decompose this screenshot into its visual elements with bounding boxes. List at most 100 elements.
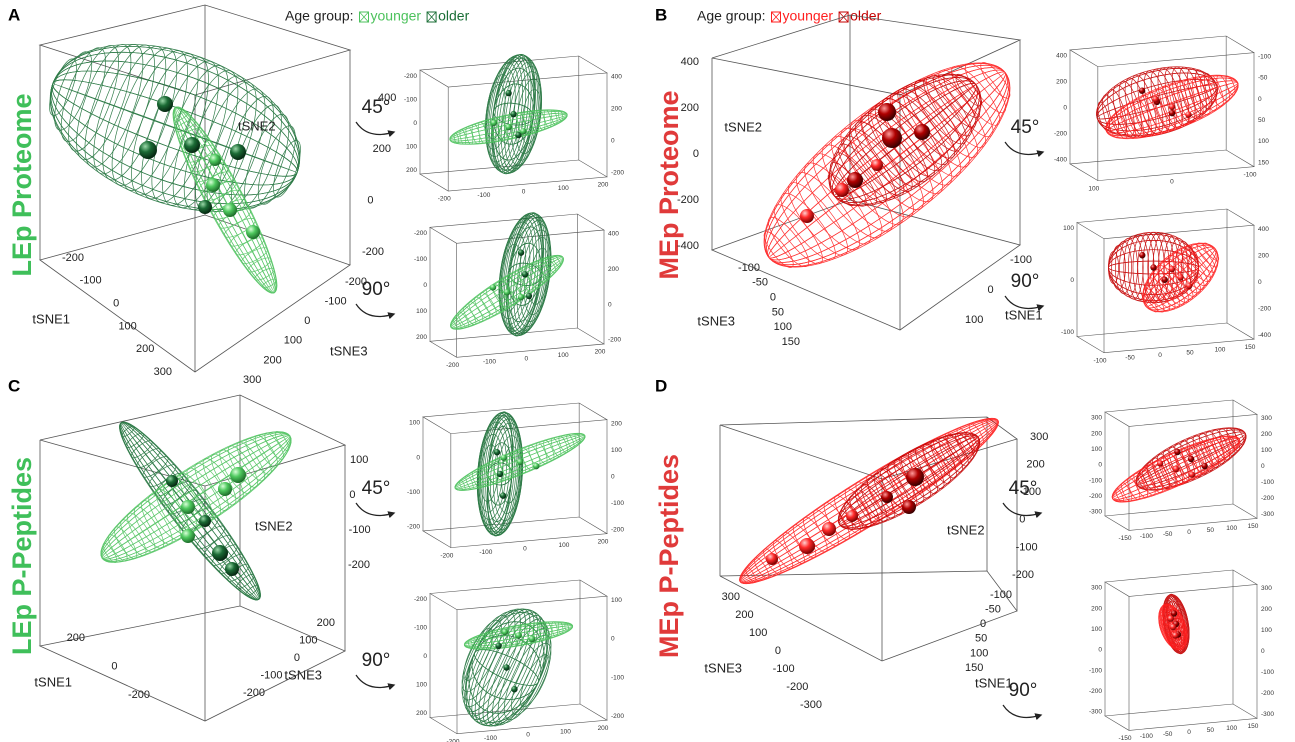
mesh-line (943, 73, 980, 118)
sphere (766, 553, 778, 565)
mesh-line (1142, 243, 1219, 312)
tick-label: 100 (1091, 446, 1102, 453)
mesh-line (933, 438, 956, 470)
sphere (230, 144, 246, 160)
mesh-line (763, 63, 1011, 267)
mesh-line (273, 140, 301, 198)
mesh-line (1123, 235, 1144, 300)
tick-label: 0 (523, 545, 527, 552)
tick-label: 300 (722, 591, 740, 603)
rotation-arrow (355, 502, 396, 519)
sphere (835, 183, 849, 197)
sphere (199, 515, 211, 527)
tick-label: 200 (1261, 606, 1272, 613)
tick-label: 200 (406, 167, 417, 174)
tick-label: 200 (373, 143, 391, 155)
tick-label: -200 (404, 73, 417, 80)
mesh-line (1111, 245, 1126, 290)
tick-label: 0 (1170, 178, 1174, 185)
mesh-line (261, 278, 277, 289)
tick-label: -100 (404, 96, 417, 103)
sphere (490, 119, 498, 127)
sphere (871, 159, 883, 171)
tick-label: 200 (608, 266, 619, 273)
mesh-line (914, 80, 967, 145)
axis-title: tSNE1 (975, 675, 1013, 690)
legend-item: younger (371, 8, 422, 24)
tick-label: 0 (113, 298, 119, 310)
sphere (223, 203, 237, 217)
sphere (846, 510, 858, 522)
sphere (501, 628, 509, 636)
tick-label: 100 (1091, 626, 1102, 633)
mesh-line (471, 123, 481, 145)
mesh-line (1146, 464, 1163, 494)
tick-label: 300 (1030, 431, 1048, 443)
tick-label: -200 (128, 689, 150, 701)
tick-label: 0 (988, 284, 994, 296)
panel-title: LEp P-Peptides (7, 457, 37, 655)
sphere (1172, 632, 1179, 639)
rotation-angle: 45° (1009, 478, 1038, 499)
tick-label: 0 (1019, 514, 1025, 526)
mesh-line (1191, 77, 1211, 116)
mesh-line (257, 125, 296, 205)
box-edge (429, 703, 608, 735)
tick-label: 150 (1248, 723, 1259, 730)
sphere (1170, 610, 1178, 617)
tick-label: -200 (243, 687, 265, 699)
mesh-line (1219, 428, 1236, 457)
mesh-line (1190, 243, 1217, 273)
tick-label: -100 (1243, 171, 1256, 178)
tick-label: -300 (1261, 711, 1274, 718)
mesh-line (745, 566, 757, 583)
mesh-line (274, 431, 290, 452)
mesh-line (264, 432, 285, 460)
tick-label: 300 (243, 374, 261, 386)
tick-label: -100 (414, 625, 427, 632)
tick-label: -100 (80, 275, 102, 287)
sphere (533, 462, 540, 470)
mesh-line (1150, 272, 1181, 308)
tick-label: -100 (738, 262, 760, 274)
sphere (157, 96, 173, 112)
mesh-line (194, 162, 226, 182)
mesh-line (772, 540, 794, 570)
legend-swatch (359, 11, 369, 23)
mesh-line (254, 267, 275, 281)
tick-label: 150 (1248, 523, 1259, 530)
sphere (1174, 448, 1181, 456)
tick-label: 400 (608, 231, 619, 238)
rotation-angle: 90° (362, 650, 391, 671)
tick-label: 100 (299, 634, 317, 646)
mesh-line (472, 470, 482, 489)
mesh-line (519, 654, 550, 708)
tick-label: -200 (440, 552, 453, 559)
mesh-line (1111, 435, 1241, 503)
mesh-line (482, 615, 545, 727)
sphere (500, 454, 507, 461)
tick-label: 200 (595, 349, 606, 356)
tick-label: 200 (1056, 79, 1067, 86)
mesh-line (855, 481, 883, 521)
sphere (1156, 460, 1164, 467)
legend-swatch (426, 11, 437, 23)
tick-label: 200 (416, 334, 427, 341)
mesh-line (127, 512, 156, 553)
mesh-line (1126, 102, 1145, 138)
mesh-line (1141, 294, 1158, 313)
tick-label: 100 (1226, 725, 1237, 732)
rotation-angle: 45° (362, 97, 391, 118)
mesh-line (142, 456, 169, 478)
sphere (503, 664, 510, 671)
tick-label: -100 (1258, 53, 1271, 60)
mesh-line (76, 44, 132, 161)
sphere (184, 137, 200, 153)
tick-label: 100 (1023, 486, 1041, 498)
mesh-line (453, 317, 462, 330)
mesh-line (981, 419, 993, 436)
sphere (166, 475, 178, 487)
tick-label: -100 (1016, 541, 1038, 553)
box-edge (39, 394, 347, 487)
